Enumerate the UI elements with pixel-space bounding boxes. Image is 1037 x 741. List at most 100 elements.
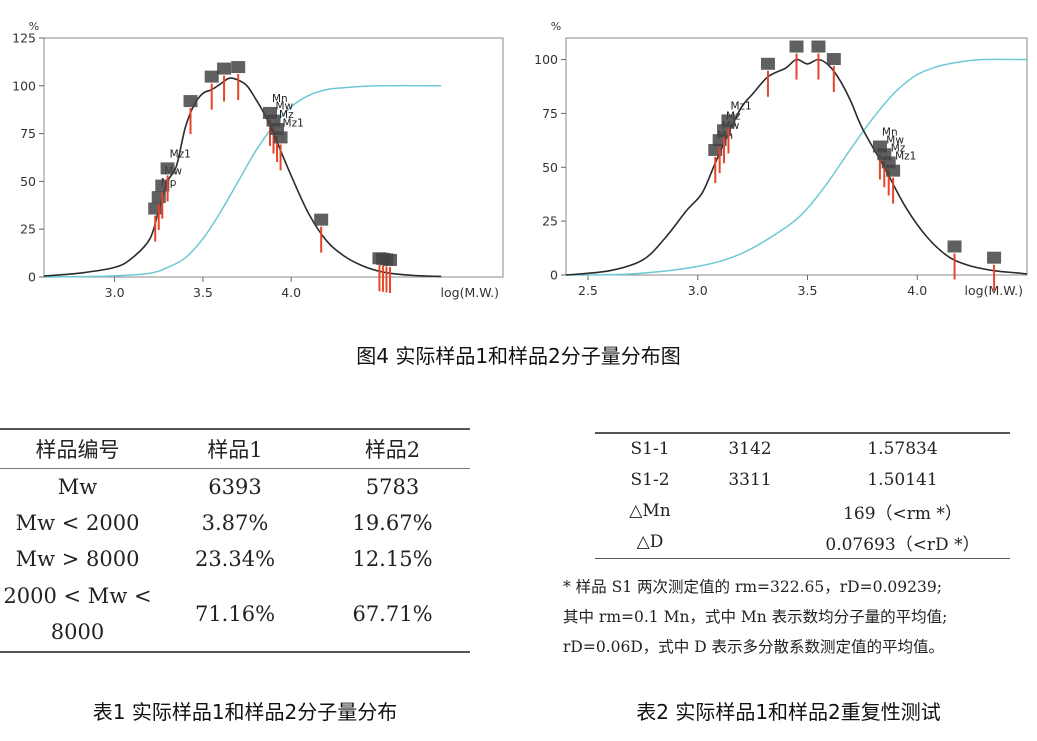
table-row: S1-2 3311 1.50141 xyxy=(595,465,1010,496)
figure-caption: 图4 实际样品1和样品2分子量分布图 xyxy=(356,344,681,368)
cumulative-curve xyxy=(565,58,1028,276)
marker-label: Mz1 xyxy=(895,151,916,163)
table2-note: * 样品 S1 两次测定值的 rm=322.65，rD=0.09239; xyxy=(563,578,942,596)
table2-delta-mn-value: 169（<rm *） xyxy=(843,503,962,524)
distribution-curve xyxy=(565,58,1028,276)
table1-top-rule xyxy=(0,428,470,430)
table1-bottom-rule xyxy=(0,651,470,653)
marker-tag xyxy=(886,164,901,177)
table1-cell: Mw < 2000 xyxy=(15,511,140,535)
marker-tag xyxy=(811,40,826,53)
marker-tag xyxy=(947,240,962,253)
table1-cell: 5783 xyxy=(365,475,420,499)
table-row: △D 0.07693（<rD *） xyxy=(595,527,1010,558)
table2-notes: * 样品 S1 两次测定值的 rm=322.65，rD=0.09239; 其中 … xyxy=(563,572,1033,662)
y-tick-label: 0 xyxy=(550,268,558,283)
table1-cell: 12.15% xyxy=(352,547,433,571)
marker-tag xyxy=(231,61,246,74)
table1-cell: Mw > 8000 xyxy=(15,547,140,571)
cumulative-curve xyxy=(43,84,442,278)
marker-tag xyxy=(204,70,219,83)
x-tick-label: 2.5 xyxy=(578,283,598,298)
marker-tag xyxy=(987,251,1002,264)
marker-tag xyxy=(217,62,232,75)
table1-header-sample-1: 样品1 xyxy=(207,438,263,462)
table2-cell: 3142 xyxy=(728,439,772,459)
table2-delta-mn-label: △Mn xyxy=(629,501,671,521)
table1-cell: 2000 < Mw < 8000 xyxy=(0,578,155,650)
x-axis-label: log(M.W.) xyxy=(441,285,499,300)
marker-tag xyxy=(383,253,398,266)
marker-tag xyxy=(721,114,736,127)
table-molecular-weight-distribution: 样品编号 样品1 样品2 Mw 6393 5783 Mw < 2000 3.87… xyxy=(0,428,470,653)
x-tick-label: 3.5 xyxy=(798,283,818,298)
table2-bottom-rule xyxy=(595,557,1010,559)
table2-note: 其中 rm=0.1 Mn，式中 Mn 表示数均分子量的平均值; xyxy=(563,608,948,626)
table2-delta-d-label: △D xyxy=(636,532,664,552)
marker-label: Mz1 xyxy=(283,117,304,129)
table1-header-rule xyxy=(0,468,470,469)
x-tick-label: 3.5 xyxy=(193,285,213,300)
table1-cell-line2: 8000 xyxy=(50,620,105,644)
table2-cell: 1.50141 xyxy=(867,470,938,490)
y-tick-label: 100 xyxy=(534,52,558,67)
table-row: Mw > 8000 23.34% 12.15% xyxy=(0,541,470,577)
y-axis-label: % xyxy=(29,20,39,33)
table1-cell: Mw xyxy=(57,475,98,499)
y-tick-label: 125 xyxy=(12,31,36,46)
table1-cell: 19.67% xyxy=(352,511,433,535)
marker-tag xyxy=(273,131,288,144)
table2-cell: S1-2 xyxy=(630,470,670,490)
y-axis-label: % xyxy=(551,20,561,33)
table1-cell: 6393 xyxy=(208,475,262,499)
table1-cell: 3.87% xyxy=(201,511,269,535)
table2-cell: S1-1 xyxy=(630,439,670,459)
marker-label: Mz1 xyxy=(170,148,191,160)
x-tick-label: 3.0 xyxy=(688,283,708,298)
table-row: Mw 6393 5783 xyxy=(0,469,470,505)
table2-cell: 3311 xyxy=(728,470,772,490)
marker-tag xyxy=(826,53,841,66)
marker-tag xyxy=(314,213,329,226)
y-tick-label: 100 xyxy=(12,78,36,93)
marker-tag xyxy=(760,57,775,70)
table1-cell: 71.16% xyxy=(194,602,276,626)
marker-label: Mz xyxy=(891,142,906,154)
table1-cell-line1: 2000 < Mw < xyxy=(3,584,152,608)
marker-label: Mz1 xyxy=(730,100,751,112)
table1-header-sample-2: 样品2 xyxy=(364,438,421,462)
table2-note: rD=0.06D，式中 D 表示多分散系数测定值的平均值。 xyxy=(563,638,945,656)
marker-tag xyxy=(183,95,198,108)
table2-delta-d-value: 0.07693（<rD *） xyxy=(825,534,980,555)
marker-tag xyxy=(148,202,163,215)
table-row: △Mn 169（<rm *） xyxy=(595,496,1010,527)
table1-caption: 表1 实际样品1和样品2分子量分布 xyxy=(92,700,398,724)
table1-header-sample-id: 样品编号 xyxy=(35,438,120,462)
plot-frame xyxy=(565,37,1028,276)
marker-label: Mw xyxy=(886,134,904,146)
table2-top-rule xyxy=(595,432,1010,434)
distribution-curve xyxy=(43,77,442,278)
table-row: S1-1 3142 1.57834 xyxy=(595,434,1010,465)
chart-sample-2: 02550751002.53.03.54.0%log(M.W.)MnMwMzMz… xyxy=(534,20,1028,298)
table-row: Mw < 2000 3.87% 19.67% xyxy=(0,505,470,541)
table2-caption: 表2 实际样品1和样品2重复性测试 xyxy=(636,700,941,724)
table-row: 2000 < Mw < 8000 71.16% 67.71% xyxy=(0,577,470,651)
y-tick-label: 75 xyxy=(542,106,558,121)
marker-label: Mz xyxy=(279,109,294,121)
marker-tag xyxy=(151,191,166,204)
x-tick-label: 3.0 xyxy=(105,285,125,300)
table1-header-row: 样品编号 样品1 样品2 xyxy=(0,430,470,468)
y-tick-label: 25 xyxy=(20,222,36,237)
chart-sample-1: 02550751001253.03.54.0%log(M.W.)MpMwMz1M… xyxy=(12,20,504,300)
table1-cell: 23.34% xyxy=(194,547,276,571)
table1-cell: 67.71% xyxy=(352,602,433,626)
marker-label: Mw xyxy=(276,101,294,113)
y-tick-label: 0 xyxy=(28,270,36,285)
table2-cell: 1.57834 xyxy=(867,439,938,459)
marker-tag xyxy=(789,40,804,53)
y-tick-label: 50 xyxy=(542,160,558,175)
y-tick-label: 50 xyxy=(20,174,36,189)
marker-label: Mn xyxy=(272,93,288,105)
marker-tag xyxy=(155,179,170,192)
